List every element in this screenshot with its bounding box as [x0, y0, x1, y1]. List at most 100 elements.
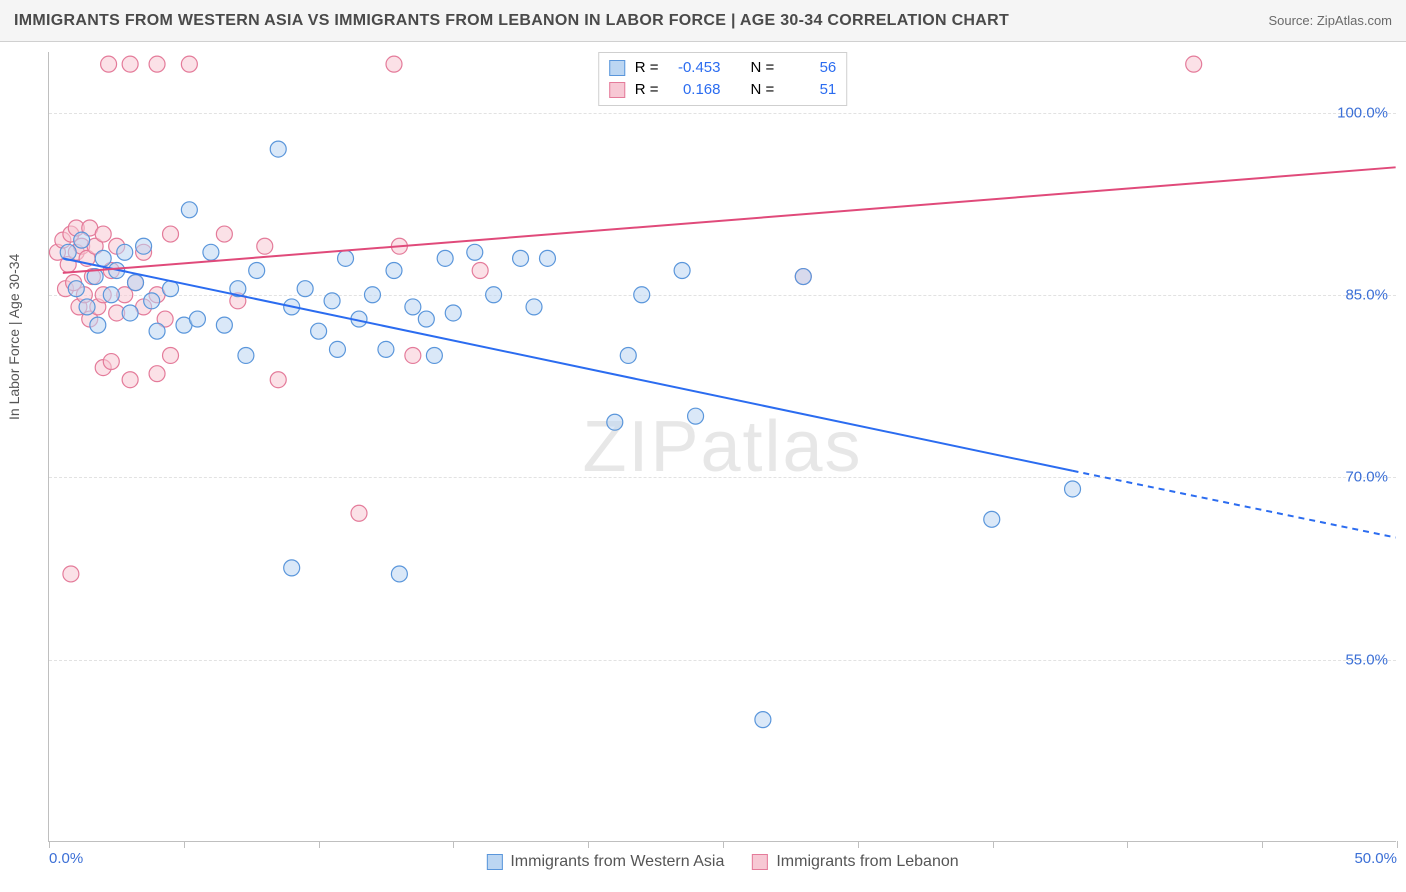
legend-swatch-series-0 — [609, 60, 625, 76]
scatter-point — [149, 56, 165, 72]
title-bar: IMMIGRANTS FROM WESTERN ASIA VS IMMIGRAN… — [0, 0, 1406, 42]
scatter-point — [391, 238, 407, 254]
scatter-point — [82, 311, 98, 327]
chart-svg — [49, 52, 1396, 841]
scatter-point — [405, 299, 421, 315]
scatter-point — [84, 269, 100, 285]
scatter-point — [418, 311, 434, 327]
legend-N-prefix: N = — [751, 79, 775, 101]
scatter-point — [284, 299, 300, 315]
scatter-point — [90, 299, 106, 315]
scatter-point — [149, 323, 165, 339]
x-tick-label: 0.0% — [49, 850, 83, 867]
scatter-point — [445, 305, 461, 321]
scatter-point — [203, 244, 219, 260]
y-tick-label: 55.0% — [1345, 651, 1388, 668]
scatter-point — [109, 263, 125, 279]
y-tick-label: 70.0% — [1345, 469, 1388, 486]
scatter-point — [513, 250, 529, 266]
scatter-point — [87, 238, 103, 254]
y-axis-label: In Labor Force | Age 30-34 — [6, 254, 22, 420]
legend-N-value-1: 51 — [784, 79, 836, 101]
scatter-point — [472, 263, 488, 279]
scatter-point — [238, 347, 254, 363]
legend-R-prefix: R = — [635, 79, 659, 101]
scatter-point — [163, 226, 179, 242]
scatter-point — [95, 250, 111, 266]
scatter-point — [984, 511, 1000, 527]
scatter-point — [270, 372, 286, 388]
scatter-point — [122, 56, 138, 72]
scatter-point — [311, 323, 327, 339]
scatter-point — [249, 263, 265, 279]
scatter-point — [117, 244, 133, 260]
x-tick — [49, 841, 50, 848]
scatter-point — [68, 220, 84, 236]
trend-line — [63, 258, 1073, 470]
scatter-point — [103, 263, 119, 279]
scatter-point — [122, 305, 138, 321]
legend-stats-row-1: R = 0.168 N = 51 — [609, 79, 837, 101]
scatter-point — [82, 220, 98, 236]
legend-label-0: Immigrants from Western Asia — [510, 853, 724, 871]
x-tick — [858, 841, 859, 848]
scatter-point — [386, 56, 402, 72]
scatter-point — [176, 317, 192, 333]
gridline-h — [49, 660, 1396, 661]
chart-title: IMMIGRANTS FROM WESTERN ASIA VS IMMIGRAN… — [14, 12, 1009, 30]
scatter-point — [426, 347, 442, 363]
scatter-point — [60, 244, 76, 260]
scatter-point — [66, 275, 82, 291]
legend-N-prefix: N = — [751, 57, 775, 79]
scatter-point — [674, 263, 690, 279]
scatter-point — [63, 226, 79, 242]
scatter-point — [216, 317, 232, 333]
legend-stats-box: R = -0.453 N = 56 R = 0.168 N = 51 — [598, 52, 848, 106]
legend-stats-row-0: R = -0.453 N = 56 — [609, 57, 837, 79]
scatter-point — [79, 299, 95, 315]
x-tick — [588, 841, 589, 848]
scatter-point — [437, 250, 453, 266]
scatter-point — [270, 141, 286, 157]
scatter-point — [136, 244, 152, 260]
source-label: Source: ZipAtlas.com — [1268, 13, 1392, 28]
scatter-point — [1186, 56, 1202, 72]
scatter-point — [60, 256, 76, 272]
legend-label-1: Immigrants from Lebanon — [776, 853, 958, 871]
x-tick-label: 50.0% — [1354, 850, 1397, 867]
scatter-point — [189, 311, 205, 327]
scatter-point — [95, 360, 111, 376]
scatter-point — [405, 347, 421, 363]
legend-swatch-series-1 — [609, 82, 625, 98]
scatter-point — [620, 347, 636, 363]
scatter-point — [74, 238, 90, 254]
scatter-point — [109, 305, 125, 321]
scatter-point — [351, 311, 367, 327]
scatter-point — [122, 372, 138, 388]
x-tick — [453, 841, 454, 848]
watermark-text: ZIPatlas — [582, 406, 862, 488]
x-tick — [184, 841, 185, 848]
scatter-point — [755, 712, 771, 728]
scatter-point — [526, 299, 542, 315]
legend-swatch-0 — [486, 854, 502, 870]
scatter-point — [90, 317, 106, 333]
scatter-point — [101, 56, 117, 72]
scatter-point — [216, 226, 232, 242]
gridline-h — [49, 477, 1396, 478]
x-tick — [319, 841, 320, 848]
scatter-point — [795, 269, 811, 285]
trend-line — [63, 167, 1396, 273]
scatter-point — [95, 226, 111, 242]
x-tick — [1262, 841, 1263, 848]
scatter-point — [63, 566, 79, 582]
scatter-point — [71, 299, 87, 315]
scatter-point — [49, 244, 65, 260]
x-tick — [993, 841, 994, 848]
scatter-point — [391, 566, 407, 582]
scatter-point — [386, 263, 402, 279]
scatter-point — [103, 354, 119, 370]
x-tick — [723, 841, 724, 848]
x-tick — [1397, 841, 1398, 848]
scatter-point — [284, 560, 300, 576]
